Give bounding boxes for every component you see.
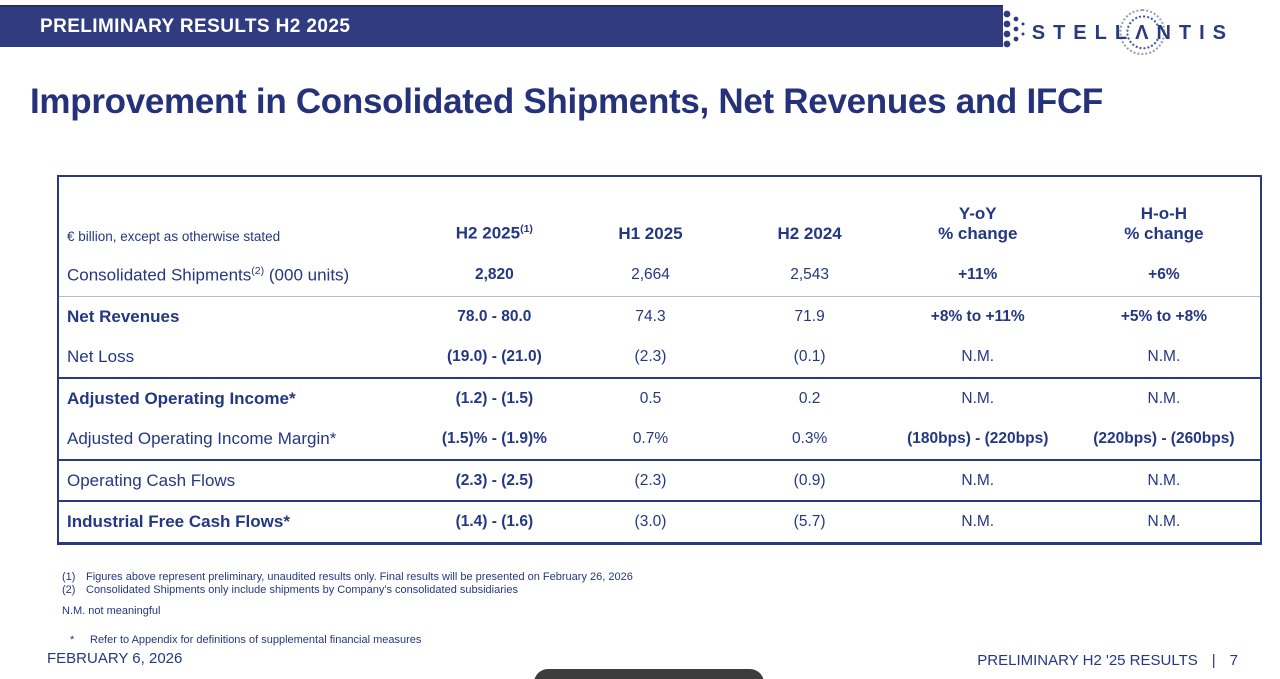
cell-h2-2025: (2.3) - (2.5): [419, 459, 570, 501]
table-row-net-revenues: Net Revenues 78.0 - 80.0 74.3 71.9 +8% t…: [59, 295, 1260, 337]
table-row-industrial-free-cash-flows: Industrial Free Cash Flows* (1.4) - (1.6…: [59, 500, 1260, 542]
cell-yoy: N.M.: [887, 500, 1068, 542]
table-row-adjusted-operating-income: Adjusted Operating Income* (1.2) - (1.5)…: [59, 377, 1260, 419]
col-header-hoh: H-o-H % change: [1124, 204, 1204, 243]
cell-hoh: (220bps) - (260bps): [1093, 430, 1235, 447]
cell-h2-2025: (1.4) - (1.6): [419, 500, 570, 542]
footer-date: FEBRUARY 6, 2026: [47, 650, 183, 667]
logo-lambda-halo-icon: Λ: [1135, 22, 1156, 45]
cell-yoy: +8% to +11%: [887, 295, 1068, 337]
unit-note: € billion, except as otherwise stated: [67, 229, 281, 244]
table-row-adjusted-operating-income-margin: Adjusted Operating Income Margin* (1.5)%…: [59, 419, 1260, 460]
cell-h1-2025: 0.5: [569, 377, 732, 419]
col-header-yoy: Y-oY % change: [938, 204, 1018, 243]
stellantis-logo: STELL Λ NTIS: [1032, 16, 1234, 50]
cell-h2-2024: 0.3%: [791, 430, 828, 447]
cell-hoh: N.M.: [1147, 348, 1181, 365]
cell-h2-2024: (0.9): [731, 459, 888, 501]
cell-yoy: N.M.: [887, 459, 1068, 501]
logo-text-left: STELL: [1031, 21, 1136, 44]
table-row-operating-cash-flows: Operating Cash Flows (2.3) - (2.5) (2.3)…: [59, 459, 1260, 501]
row-label: Industrial Free Cash Flows*: [59, 500, 420, 542]
footnote-star: * Refer to Appendix for definitions of s…: [70, 634, 422, 646]
row-label: Adjusted Operating Income Margin*: [67, 429, 337, 448]
cell-h2-2024: 71.9: [731, 295, 888, 337]
cell-h1-2025: (2.3): [634, 348, 667, 365]
cell-hoh: N.M.: [1067, 377, 1260, 419]
footnote-2: (2) Consolidated Shipments only include …: [62, 584, 518, 596]
cell-hoh: +5% to +8%: [1067, 295, 1260, 337]
nm-note: N.M. not meaningful: [62, 605, 161, 617]
footer-divider: |: [1211, 652, 1216, 669]
cell-h1-2025: 0.7%: [632, 430, 669, 447]
cell-h2-2025: (1.5)% - (1.9)%: [441, 430, 547, 447]
row-label: Adjusted Operating Income*: [59, 377, 420, 419]
cell-yoy: N.M.: [961, 348, 995, 365]
slide-title: Improvement in Consolidated Shipments, N…: [30, 82, 1103, 121]
row-label: Operating Cash Flows: [59, 459, 420, 501]
col-header-h2-2025: H2 2025(1): [455, 223, 533, 243]
cell-h1-2025: (3.0): [569, 500, 732, 542]
row-label: Consolidated Shipments(2) (000 units): [67, 264, 350, 285]
cell-h2-2025: 78.0 - 80.0: [419, 295, 570, 337]
cell-hoh: N.M.: [1067, 500, 1260, 542]
cell-hoh: N.M.: [1067, 459, 1260, 501]
cell-h2-2025: (19.0) - (21.0): [446, 348, 542, 365]
cell-h1-2025: 74.3: [569, 295, 732, 337]
col-header-h2-2024: H2 2024: [777, 224, 842, 243]
footnote-1: (1) Figures above represent preliminary,…: [62, 571, 633, 583]
bar-edge-dots-icon: [1003, 10, 1025, 48]
cell-h2-2025: (1.2) - (1.5): [419, 377, 570, 419]
cell-h2-2024: (5.7): [731, 500, 888, 542]
cell-h1-2025: 2,664: [631, 266, 670, 284]
table-row-net-loss: Net Loss (19.0) - (21.0) (2.3) (0.1) N.M…: [59, 337, 1260, 378]
cell-hoh: +6%: [1148, 266, 1180, 284]
page-number: 7: [1229, 652, 1238, 669]
row-label: Net Loss: [67, 347, 135, 366]
cell-yoy: +11%: [958, 266, 998, 284]
table-header-row: € billion, except as otherwise stated H2…: [59, 177, 1260, 255]
results-table: € billion, except as otherwise stated H2…: [57, 175, 1262, 545]
footer-right: PRELIMINARY H2 '25 RESULTS | 7: [977, 652, 1238, 669]
footer-deck-title: PRELIMINARY H2 '25 RESULTS: [977, 652, 1198, 669]
cell-h2-2024: 0.2: [731, 377, 888, 419]
media-control-bar[interactable]: [534, 669, 764, 679]
cell-h2-2025: 2,820: [474, 266, 514, 284]
cell-h2-2024: (0.1): [793, 348, 826, 365]
cell-h1-2025: (2.3): [569, 459, 732, 501]
col-header-h1-2025: H1 2025: [618, 224, 683, 243]
cell-yoy: N.M.: [887, 377, 1068, 419]
table-row-consolidated-shipments: Consolidated Shipments(2) (000 units) 2,…: [59, 255, 1260, 296]
logo-lambda: Λ: [1135, 21, 1157, 44]
cell-yoy: (180bps) - (220bps): [907, 430, 1049, 447]
logo-text-right: NTIS: [1156, 21, 1234, 44]
cell-h2-2024: 2,543: [790, 266, 829, 284]
top-bar-title: PRELIMINARY RESULTS H2 2025: [40, 16, 351, 37]
top-bar: PRELIMINARY RESULTS H2 2025: [0, 5, 1003, 47]
row-label: Net Revenues: [59, 295, 420, 337]
footnotes: (1) Figures above represent preliminary,…: [62, 571, 633, 597]
